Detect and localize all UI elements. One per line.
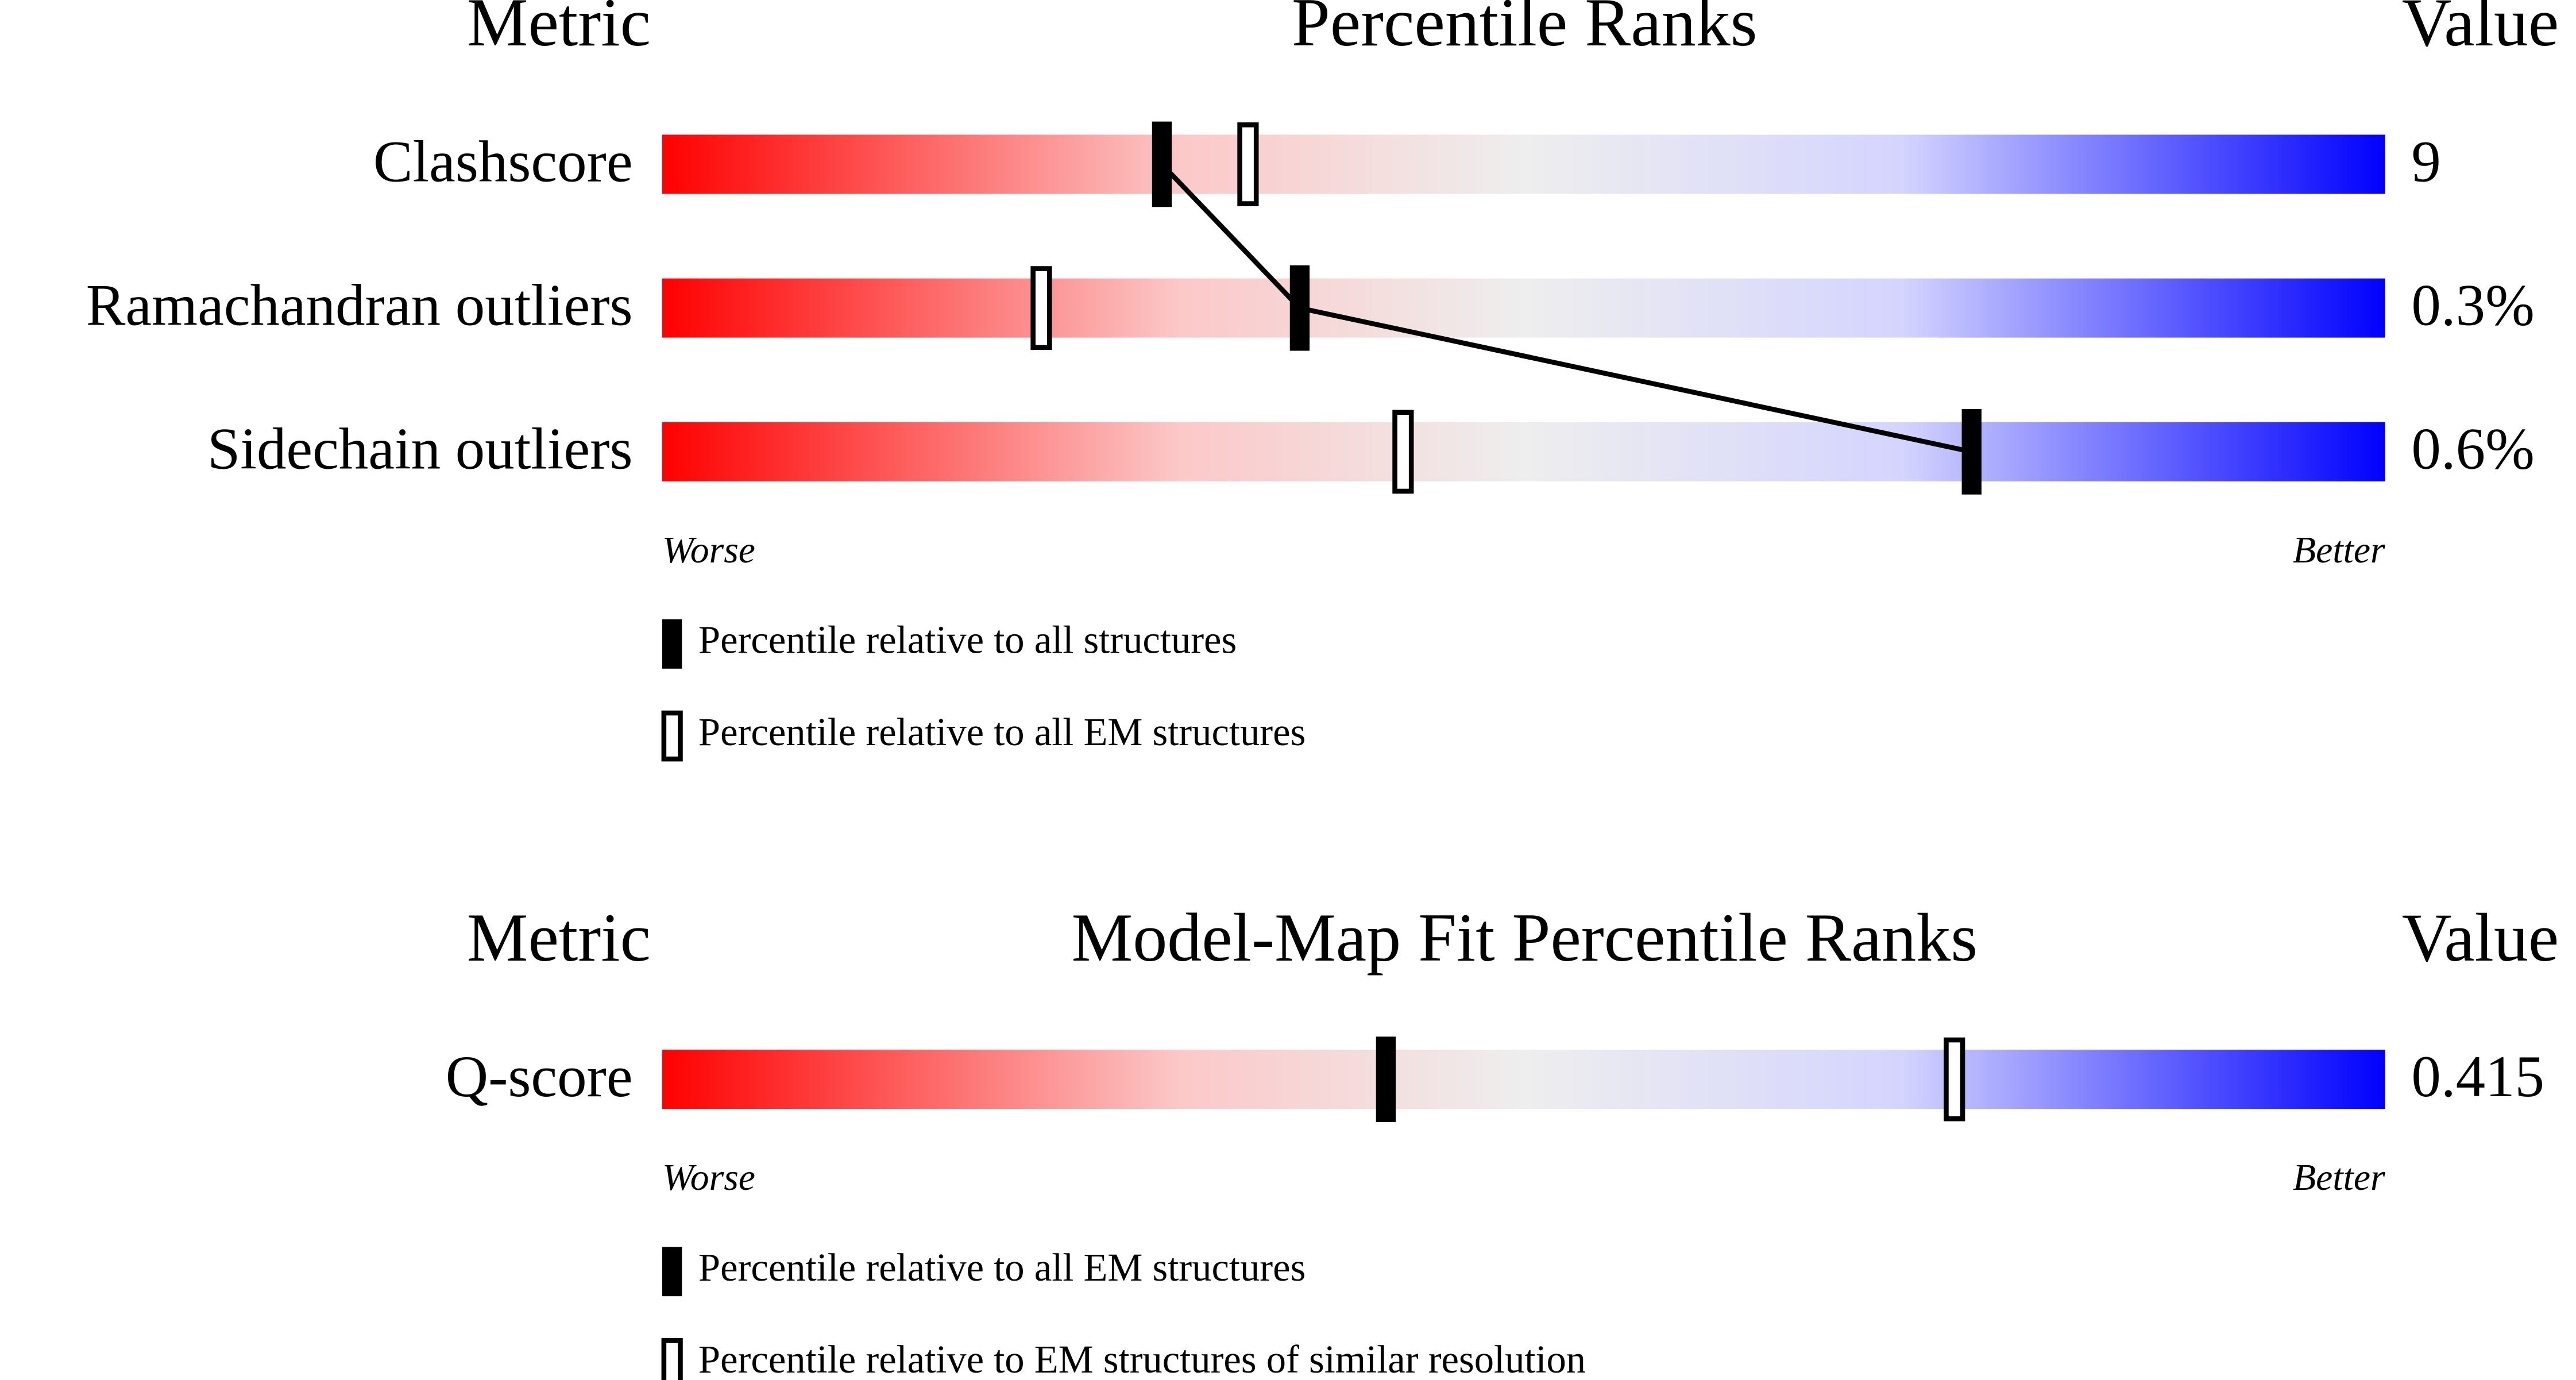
percentile-marker [1289,265,1310,351]
percentile-marker [1944,1037,1965,1121]
percentile-marker [1237,122,1259,206]
metric-value: 9 [2411,129,2440,194]
legend-marker [662,1247,682,1297]
metric-label: Clashscore [373,129,633,194]
metric-value: 0.6% [2411,417,2534,482]
right-header: Value [2402,0,2559,60]
scale-bar [662,422,2385,481]
legend-label: Percentile relative to all structures [698,618,1237,662]
left-header: Metric [467,899,651,976]
chart-title: Percentile Ranks [1292,0,1757,60]
legend-marker [661,710,683,762]
axis-end-label: Better [2293,1157,2385,1198]
scale-bar [662,134,2385,194]
percentile-marker [1376,1036,1396,1123]
scale-bar [662,1050,2385,1109]
percentile-marker [1961,409,1982,495]
metric-label: Q-score [446,1044,633,1109]
metric-value: 0.415 [2411,1044,2544,1109]
axis-start-label: Worse [662,1157,755,1198]
percentile-marker [1392,410,1414,494]
legend-label: Percentile relative to all EM structures [698,1246,1306,1289]
legend-label: Percentile relative to all EM structures [698,710,1306,754]
axis-start-label: Worse [662,529,755,571]
chart-title: Model-Map Fit Percentile Ranks [1071,899,1978,976]
axis-end-label: Better [2293,529,2385,571]
legend-marker [661,1338,683,1380]
percentile-marker [1152,121,1172,207]
scale-bar [662,278,2385,338]
left-header: Metric [467,0,651,60]
metric-value: 0.3% [2411,273,2534,338]
legend-marker [662,619,682,669]
metric-label: Ramachandran outliers [86,273,633,338]
right-header: Value [2402,899,2559,976]
legend-label: Percentile relative to EM structures of … [698,1337,1586,1380]
metric-label: Sidechain outliers [207,417,632,482]
percentile-marker [1030,266,1052,350]
